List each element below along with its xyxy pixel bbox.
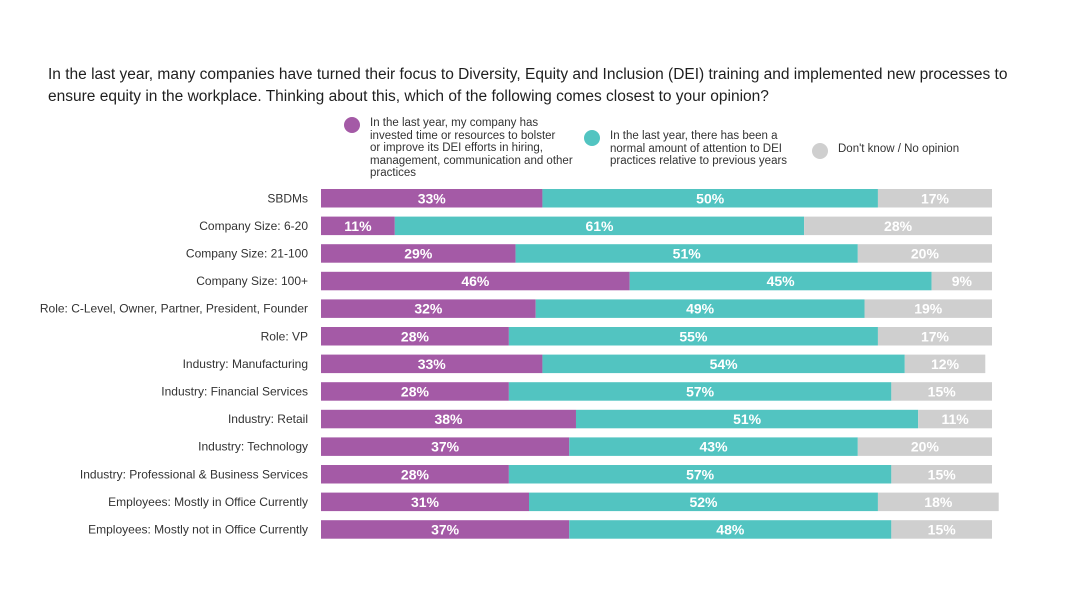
bar-segment-normal <box>508 465 892 484</box>
bar-segment-dont-know <box>891 520 992 539</box>
category-label: Company Size: 21-100 <box>186 246 308 260</box>
category-label: Employees: Mostly in Office Currently <box>108 495 308 509</box>
bar-segment-normal <box>569 520 892 539</box>
category-label: Company Size: 100+ <box>196 274 308 288</box>
bar-segment-dont-know <box>891 465 992 484</box>
data-label-dont-know: 17% <box>921 328 950 344</box>
data-label-dont-know: 9% <box>952 273 973 289</box>
bar-segment-invested <box>321 492 530 512</box>
bar-segment-invested <box>321 465 509 484</box>
bar-segment-invested <box>321 409 576 429</box>
data-label-dont-know: 18% <box>924 494 953 510</box>
data-label-dont-know: 12% <box>931 356 960 372</box>
bar-segment-normal <box>569 437 858 456</box>
category-label: Role: C-Level, Owner, Partner, President… <box>40 302 308 316</box>
bar-segment-normal <box>629 271 932 291</box>
data-label-normal: 49% <box>686 301 715 317</box>
data-label-dont-know: 20% <box>911 245 940 261</box>
data-label-invested: 37% <box>431 521 460 537</box>
bar-segment-invested <box>321 327 509 346</box>
bar-segment-dont-know <box>864 299 992 318</box>
data-label-invested: 33% <box>418 356 447 372</box>
data-label-normal: 45% <box>767 273 796 289</box>
bar-segment-dont-know <box>804 216 992 236</box>
data-label-normal: 51% <box>673 245 702 261</box>
data-label-normal: 48% <box>716 521 745 537</box>
category-label: Industry: Technology <box>198 440 308 454</box>
data-label-invested: 33% <box>418 190 447 206</box>
data-label-normal: 55% <box>679 328 708 344</box>
bar-segment-normal <box>515 244 858 263</box>
bar-segment-dont-know <box>877 327 992 346</box>
category-label: Role: VP <box>261 329 308 343</box>
data-label-normal: 54% <box>710 356 739 372</box>
bar-segment-invested <box>321 382 509 401</box>
bar-segment-dont-know <box>918 409 992 429</box>
bar-segment-normal <box>394 216 805 236</box>
bar-segment-dont-know <box>891 382 992 401</box>
data-label-dont-know: 15% <box>928 521 957 537</box>
data-label-dont-know: 11% <box>941 411 969 427</box>
data-label-invested: 28% <box>401 328 430 344</box>
data-label-dont-know: 15% <box>928 466 957 482</box>
bar-segment-invested <box>321 244 516 263</box>
data-label-dont-know: 28% <box>884 218 913 234</box>
category-label: SBDMs <box>267 191 308 205</box>
bar-segment-dont-know <box>857 244 992 263</box>
bar-segment-dont-know <box>857 437 992 456</box>
data-label-dont-know: 17% <box>921 190 950 206</box>
bar-segment-normal <box>542 354 905 374</box>
data-label-invested: 46% <box>461 273 490 289</box>
category-label: Industry: Professional & Business Servic… <box>80 467 308 481</box>
data-label-invested: 29% <box>404 245 433 261</box>
data-label-normal: 61% <box>585 218 614 234</box>
bar-segment-invested <box>321 354 543 374</box>
category-label: Industry: Retail <box>228 412 308 426</box>
bar-segment-invested <box>321 271 630 291</box>
data-label-dont-know: 20% <box>911 439 940 455</box>
data-label-invested: 11% <box>344 218 372 234</box>
bar-segment-normal <box>542 189 878 208</box>
bar-segment-invested <box>321 299 536 318</box>
bar-segment-dont-know <box>904 354 986 374</box>
bar-segment-invested <box>321 437 570 456</box>
category-label: Industry: Manufacturing <box>183 357 308 371</box>
data-label-dont-know: 15% <box>928 383 957 399</box>
bar-segment-normal <box>535 299 865 318</box>
data-label-dont-know: 19% <box>914 301 943 317</box>
bar-segment-invested <box>321 189 543 208</box>
data-label-invested: 31% <box>411 494 440 510</box>
bar-segment-invested <box>321 520 570 539</box>
bar-segment-normal <box>508 382 892 401</box>
data-label-invested: 32% <box>414 301 443 317</box>
data-label-normal: 43% <box>700 439 729 455</box>
data-label-invested: 28% <box>401 383 430 399</box>
data-label-normal: 57% <box>686 466 715 482</box>
category-label: Company Size: 6-20 <box>199 219 308 233</box>
bar-segment-dont-know <box>877 189 992 208</box>
bar-segment-dont-know <box>877 492 999 512</box>
bar-segment-dont-know <box>931 271 992 291</box>
bar-segment-normal <box>575 409 919 429</box>
data-label-invested: 37% <box>431 439 460 455</box>
category-label: Employees: Mostly not in Office Currentl… <box>88 522 308 536</box>
data-label-invested: 28% <box>401 466 430 482</box>
chart-title: In the last year, many companies have tu… <box>48 66 1008 105</box>
bar-segment-normal <box>529 492 878 512</box>
data-label-invested: 38% <box>434 411 463 427</box>
data-label-normal: 57% <box>686 383 715 399</box>
category-label: Industry: Financial Services <box>161 384 308 398</box>
bar-segment-invested <box>321 216 395 236</box>
data-label-normal: 50% <box>696 190 725 206</box>
data-label-normal: 51% <box>733 411 762 427</box>
bar-segment-normal <box>508 327 878 346</box>
data-label-normal: 52% <box>689 494 718 510</box>
